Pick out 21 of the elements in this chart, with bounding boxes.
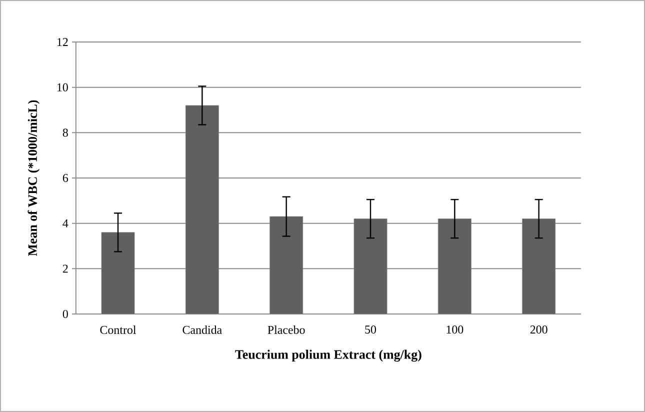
y-tick-label: 8 bbox=[62, 128, 68, 137]
y-axis-title: Mean of WBC (*1000/micL) bbox=[28, 100, 40, 256]
y-tick-label: 10 bbox=[57, 83, 68, 92]
bar bbox=[270, 216, 304, 314]
x-tick-label: 200 bbox=[530, 326, 548, 334]
bar bbox=[522, 218, 556, 314]
bar bbox=[354, 218, 388, 314]
x-tick-label: Placebo bbox=[268, 326, 305, 334]
x-tick-label: Control bbox=[100, 326, 136, 334]
y-tick-label: 0 bbox=[62, 310, 68, 318]
y-tick-label: 4 bbox=[62, 219, 68, 228]
x-axis-title: Teucrium polium Extract (mg/kg) bbox=[235, 350, 422, 362]
x-tick-label: 100 bbox=[446, 326, 464, 334]
y-tick-label: 6 bbox=[62, 174, 68, 182]
y-tick-label: 12 bbox=[57, 38, 68, 46]
bar bbox=[185, 105, 219, 314]
bar bbox=[438, 218, 472, 314]
bar bbox=[101, 232, 135, 314]
x-tick-label: Candida bbox=[182, 326, 222, 334]
y-tick-label: 2 bbox=[62, 264, 68, 273]
x-tick-label: 50 bbox=[365, 326, 376, 334]
